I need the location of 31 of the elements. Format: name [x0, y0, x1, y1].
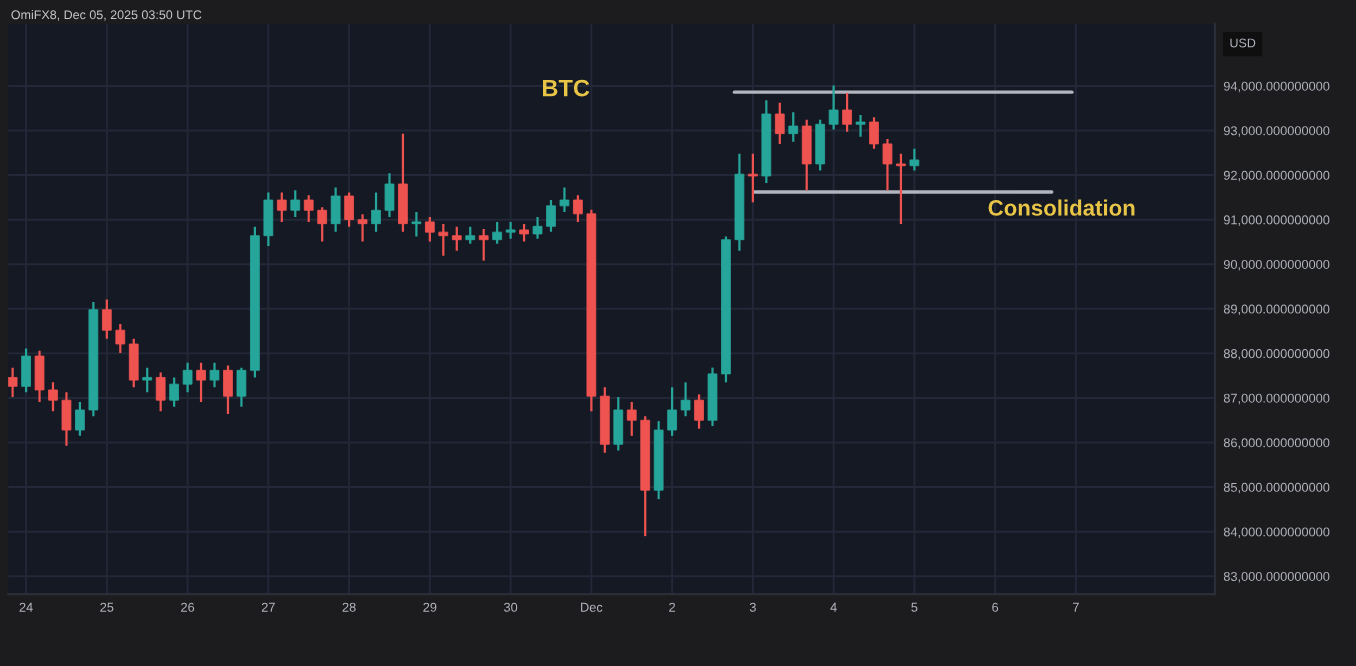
candlestick [451, 225, 462, 252]
candlestick [613, 395, 624, 452]
candlestick [169, 376, 179, 408]
candlestick [748, 152, 758, 204]
candlestick [694, 393, 704, 430]
candlestick [855, 113, 866, 138]
candlestick [290, 189, 301, 219]
candlestick [196, 361, 206, 404]
candlestick [398, 132, 408, 233]
candlestick [788, 111, 799, 143]
candlestick [182, 361, 193, 394]
candlestick [909, 147, 920, 172]
candlestick [478, 227, 489, 262]
candlestick [492, 220, 503, 245]
annotation: Consolidation [988, 199, 1135, 216]
candlestick [330, 186, 341, 233]
candlestick [223, 364, 233, 416]
candlestick [209, 361, 220, 389]
candlestick [842, 91, 852, 133]
candlestick [155, 371, 166, 413]
candlestick [411, 210, 422, 238]
candlestick [128, 337, 139, 389]
candlestick [828, 84, 839, 131]
candlestick [21, 347, 31, 394]
candlestick [276, 191, 287, 223]
candlestick [815, 118, 826, 172]
candlestick [801, 118, 812, 192]
candlestick [774, 101, 785, 145]
text: BTC [543, 79, 590, 97]
candlestick [142, 366, 153, 394]
candlestick [8, 366, 18, 399]
